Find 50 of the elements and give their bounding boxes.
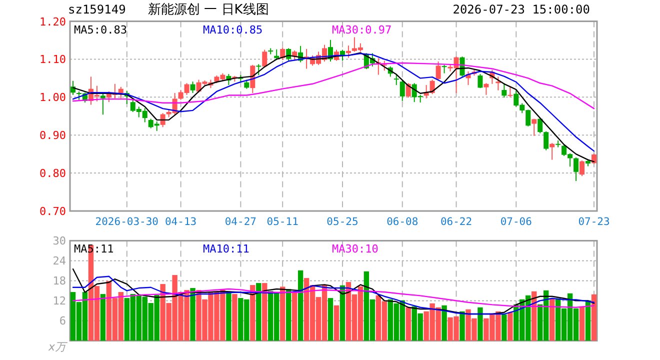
bar [250, 285, 256, 341]
y-tick-label: 0.80 [40, 167, 66, 180]
xtick: 06-22 [440, 216, 472, 228]
bar [579, 306, 585, 341]
bar [549, 298, 555, 341]
y-tick-label: 12 [52, 294, 66, 308]
bar [591, 294, 597, 341]
bar [226, 292, 232, 341]
y-tick-label: 6 [59, 314, 66, 328]
y-tick-label: 30 [52, 234, 66, 248]
xtick: 07-06 [500, 216, 532, 228]
bar [292, 292, 298, 341]
bar [328, 298, 334, 341]
xtick: 05-11 [266, 216, 298, 228]
bar [190, 288, 196, 341]
xtick: 2026-03-30 [95, 216, 158, 228]
bar [508, 312, 513, 341]
bar [334, 305, 340, 341]
y-tick-label: 24 [52, 254, 66, 268]
bar [232, 294, 238, 341]
y-tick-label: 1.20 [40, 15, 66, 28]
y-axis-title: x万 [47, 340, 68, 354]
text: 2026-07-23 15:00:00 [452, 2, 590, 16]
y-tick-label: 1.00 [40, 91, 66, 104]
bar [100, 294, 106, 341]
bar [286, 289, 292, 341]
xtick: 04-13 [164, 216, 197, 228]
y-tick-label: 18 [52, 274, 66, 288]
line-series [72, 288, 595, 308]
chart-subtitle: sz159149 [68, 2, 126, 16]
bar [460, 311, 465, 341]
bar [502, 314, 507, 341]
xtick: 04-27 [224, 216, 256, 228]
bar [478, 307, 483, 341]
y-tick-label: 0.70 [40, 205, 66, 218]
line-series [72, 276, 595, 315]
bar [406, 307, 411, 341]
line-series [72, 268, 595, 315]
bar [280, 286, 286, 341]
xtick: 05-25 [326, 216, 358, 228]
legend: MA5:0.83 MA10:0.85 MA30:0.97 [74, 23, 392, 36]
xtick: 07-23 [578, 216, 610, 228]
chart-title: 新能源创 一 日K线图 [148, 2, 269, 18]
bar [262, 283, 268, 341]
y-tick-label: 0.90 [40, 129, 66, 142]
xtick: 06-08 [386, 216, 418, 228]
y-tick-label: 1.10 [40, 53, 66, 66]
bar [442, 305, 447, 341]
bar [298, 270, 304, 341]
bar [256, 283, 262, 341]
